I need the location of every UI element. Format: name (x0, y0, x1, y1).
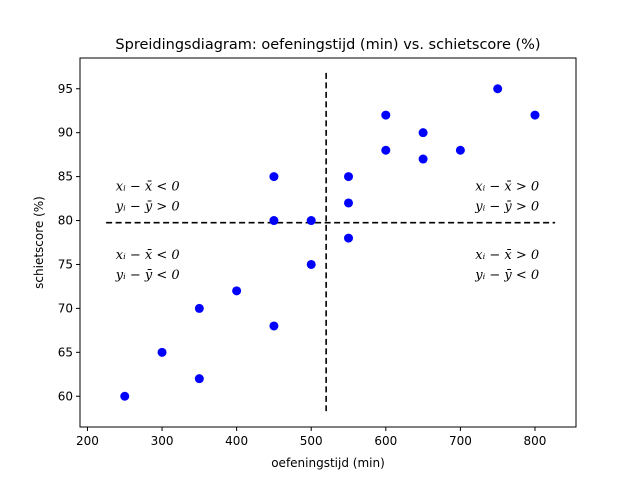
x-axis-label: oefeningstijd (min) (271, 456, 385, 470)
x-axis: 200 300 400 500 600 700 800 (76, 427, 546, 448)
x-tick-label: 800 (524, 434, 547, 448)
data-point (269, 172, 279, 182)
y-axis-label: schietscore (%) (32, 196, 46, 289)
quadrant-annotation-line: xᵢ − x̄ > 0 (475, 179, 539, 194)
data-point (418, 128, 428, 138)
quadrant-annotation-line: xᵢ − x̄ < 0 (116, 248, 180, 263)
y-tick-label: 70 (58, 301, 73, 315)
y-tick-label: 95 (58, 82, 73, 96)
data-point (418, 154, 428, 164)
quadrant-annotation-line: yᵢ − ȳ > 0 (474, 199, 539, 214)
x-tick-label: 200 (76, 434, 99, 448)
quadrant-annotation-line: yᵢ − ȳ < 0 (474, 268, 539, 283)
x-tick-label: 600 (374, 434, 397, 448)
plot-area-frame (79, 57, 577, 428)
data-point (194, 303, 204, 313)
data-point (157, 347, 167, 357)
data-point (381, 145, 391, 155)
data-points (120, 84, 540, 401)
x-tick-label: 700 (449, 434, 472, 448)
y-tick-label: 75 (58, 257, 73, 271)
data-point (306, 216, 316, 226)
quadrant-annotation-line: yᵢ − ȳ > 0 (115, 199, 180, 214)
x-tick-label: 300 (151, 434, 174, 448)
y-tick-label: 90 (58, 126, 73, 140)
data-point (194, 374, 204, 384)
data-point (381, 110, 391, 120)
quadrant-annotation-line: xᵢ − x̄ > 0 (475, 248, 539, 263)
y-axis: 60 65 70 75 80 85 90 95 (58, 82, 80, 403)
chart-title: Spreidingsdiagram: oefeningstijd (min) v… (115, 37, 540, 53)
data-point (530, 110, 540, 120)
data-point (232, 286, 242, 296)
x-tick-label: 400 (225, 434, 248, 448)
y-tick-label: 80 (58, 214, 73, 228)
data-point (344, 172, 354, 182)
data-point (455, 145, 465, 155)
quadrant-annotation-line: yᵢ − ȳ < 0 (115, 268, 180, 283)
quadrant-annotations: xᵢ − x̄ < 0 yᵢ − ȳ > 0 xᵢ − x̄ > 0 yᵢ − ȳ >… (115, 179, 539, 283)
data-point (306, 259, 316, 269)
data-point (120, 391, 130, 401)
y-tick-label: 60 (58, 389, 73, 403)
data-point (344, 198, 354, 208)
x-tick-label: 500 (300, 434, 323, 448)
data-point (269, 216, 279, 226)
quadrant-annotation-line: xᵢ − x̄ < 0 (116, 179, 180, 194)
data-point (344, 233, 354, 243)
data-point (269, 321, 279, 331)
y-tick-label: 85 (58, 170, 73, 184)
mean-lines (106, 72, 556, 412)
y-tick-label: 65 (58, 345, 73, 359)
data-point (493, 84, 503, 94)
